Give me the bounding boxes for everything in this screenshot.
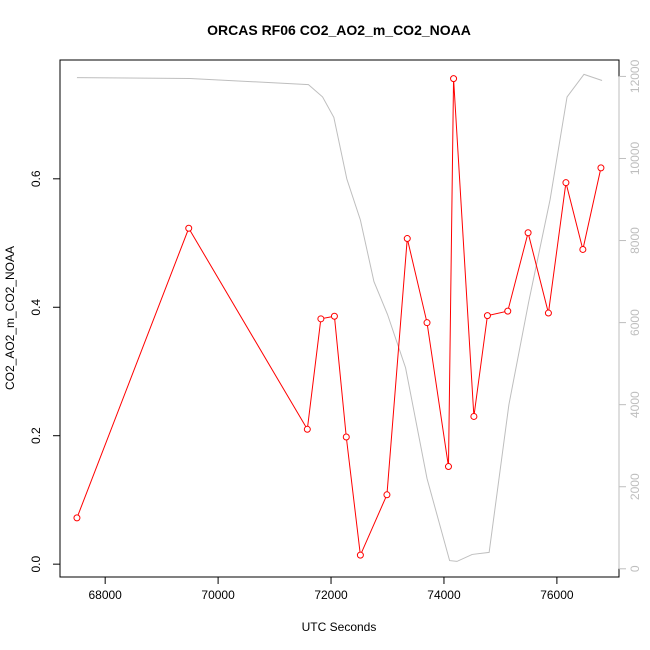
- data-point: [444, 463, 452, 471]
- left-axis-series: [73, 75, 605, 559]
- y-tick-label: 0.0: [29, 555, 43, 572]
- x-tick-label: 76000: [540, 588, 574, 602]
- series-line-left: [76, 78, 602, 558]
- data-point: [303, 425, 311, 433]
- data-point: [597, 164, 605, 172]
- data-point: [403, 235, 411, 243]
- y2-tick-label: 10000: [628, 141, 642, 175]
- data-point: [317, 315, 325, 323]
- data-point: [423, 319, 431, 327]
- data-point: [383, 491, 391, 499]
- y-axis-label: CO2_AO2_m_CO2_NOAA: [3, 246, 17, 390]
- x-tick-label: 72000: [314, 588, 348, 602]
- y-tick-label: 0.6: [29, 170, 43, 187]
- plot-frame: [59, 59, 620, 578]
- x-axis: 68000 70000 72000 74000 76000: [88, 576, 574, 602]
- data-point: [185, 224, 193, 232]
- y2-tick-label: 6000: [628, 309, 642, 336]
- right-axis-series: [76, 73, 603, 562]
- series-line-right: [76, 73, 603, 562]
- x-tick-label: 74000: [427, 588, 461, 602]
- data-point: [73, 514, 81, 522]
- data-point: [483, 312, 491, 320]
- y-tick-label: 0.2: [29, 427, 43, 444]
- x-axis-label: UTC Seconds: [302, 620, 377, 634]
- data-point: [544, 309, 552, 317]
- data-point: [450, 75, 458, 83]
- data-point: [504, 307, 512, 315]
- y-axis-right: 0 2000 4000 6000 8000 10000 12000: [618, 59, 642, 572]
- data-point: [342, 433, 350, 441]
- data-point: [562, 179, 570, 187]
- x-tick-label: 70000: [201, 588, 235, 602]
- chart-title: ORCAS RF06 CO2_AO2_m_CO2_NOAA: [207, 22, 471, 38]
- data-point: [579, 245, 587, 253]
- data-point: [524, 229, 532, 237]
- y-axis-left: 0.0 0.2 0.4 0.6: [29, 170, 61, 573]
- y-tick-label: 0.4: [29, 299, 43, 316]
- y2-tick-label: 8000: [628, 227, 642, 254]
- y2-tick-label: 12000: [628, 59, 642, 93]
- data-point: [356, 551, 364, 559]
- y2-tick-label: 2000: [628, 473, 642, 500]
- x-tick-label: 68000: [88, 588, 122, 602]
- data-point: [330, 312, 338, 320]
- data-point: [470, 412, 478, 420]
- y2-tick-label: 0: [628, 565, 642, 572]
- y2-tick-label: 4000: [628, 391, 642, 418]
